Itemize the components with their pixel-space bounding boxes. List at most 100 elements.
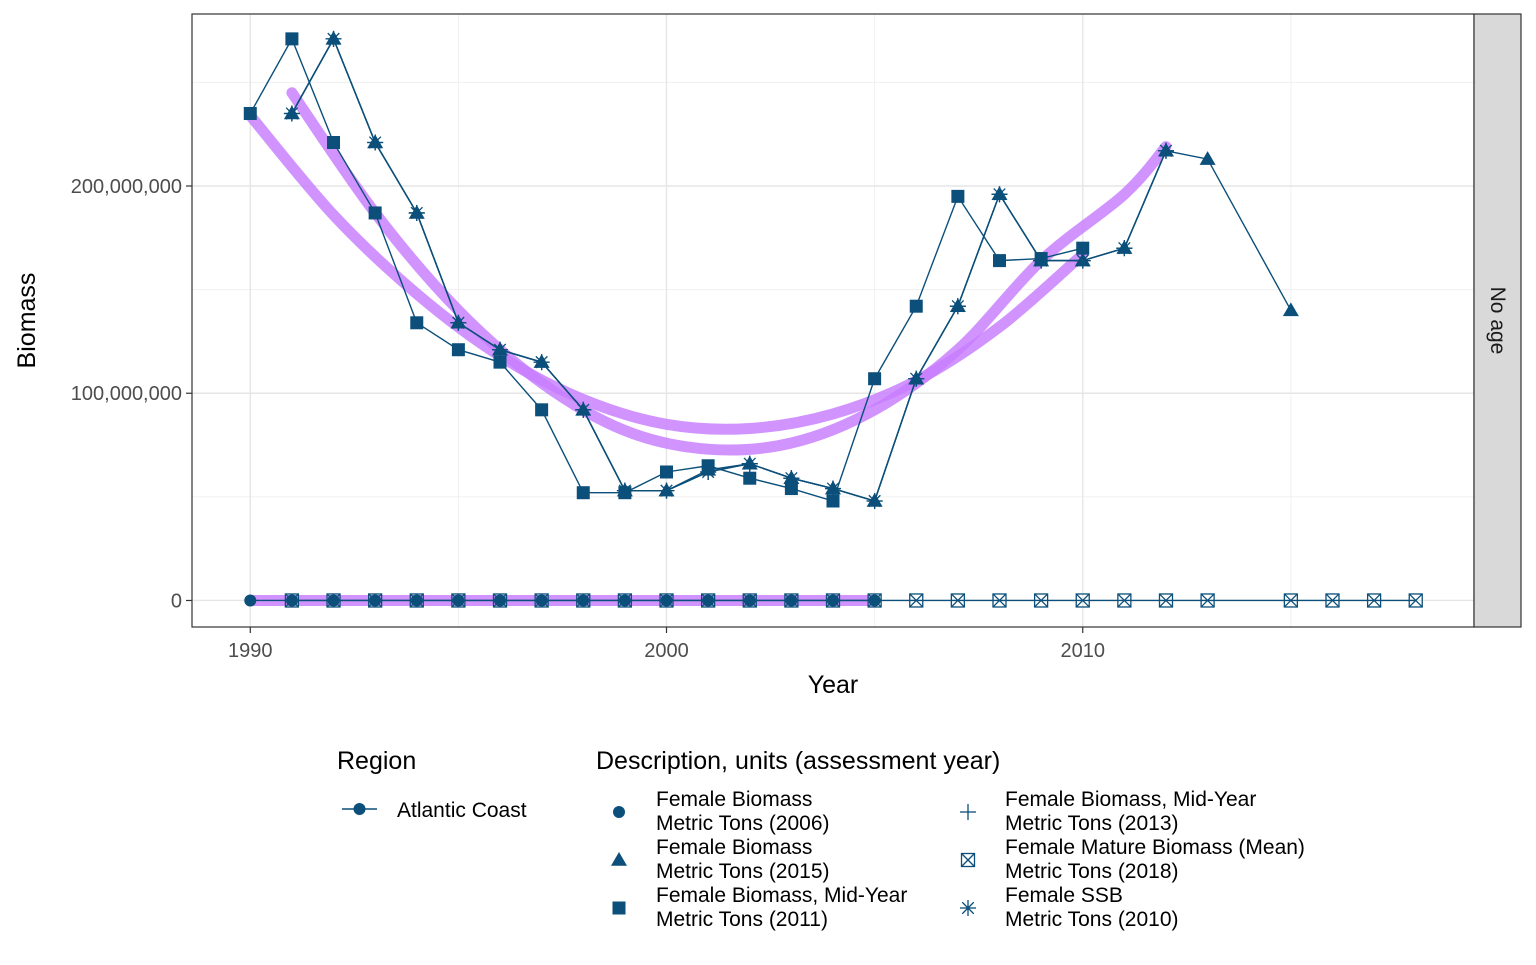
- square-shape: [743, 471, 757, 485]
- box-shape: [909, 593, 924, 608]
- data-point-boxcross: [576, 593, 591, 608]
- data-point-asterisk: [866, 493, 883, 510]
- data-point-square: [743, 471, 757, 485]
- data-point-asterisk: [700, 463, 717, 480]
- data-point-asterisk: [408, 204, 425, 221]
- box-shape: [409, 593, 424, 608]
- box-shape: [950, 593, 966, 608]
- box-shape: [367, 593, 383, 608]
- box-shape: [492, 593, 508, 608]
- legend-region-label: Atlantic Coast: [397, 799, 527, 822]
- data-point-square: [327, 135, 341, 149]
- cross-stroke: [1283, 593, 1298, 608]
- asterisk-stroke: [493, 343, 507, 356]
- box-shape: [992, 593, 1007, 608]
- data-point-square: [451, 343, 465, 357]
- data-point-boxcross: [451, 593, 466, 608]
- legend-key-plus: [960, 804, 976, 820]
- data-point-asterisk: [949, 298, 966, 315]
- triangle-shape: [1199, 151, 1216, 165]
- data-point-asterisk: [1033, 252, 1050, 269]
- data-point-boxcross: [409, 593, 424, 608]
- asterisk-stroke: [826, 482, 840, 495]
- cross-stroke: [1200, 593, 1215, 608]
- cross-stroke: [1367, 593, 1382, 608]
- data-point-boxcross: [867, 593, 882, 608]
- data-point-asterisk: [1074, 252, 1091, 269]
- box-shape: [1325, 593, 1340, 608]
- legend-key-circle: [353, 803, 366, 815]
- legend-region: Region Atlantic Coast: [337, 747, 527, 822]
- box-shape: [784, 593, 799, 608]
- cross-stroke: [409, 593, 424, 608]
- data-point-square: [368, 206, 382, 220]
- cross-stroke: [961, 853, 975, 867]
- data-point-square: [493, 355, 507, 369]
- data-point-boxcross: [284, 593, 300, 608]
- data-point-asterisk: [533, 354, 550, 371]
- x-axis-title: Year: [808, 671, 859, 699]
- data-point-boxcross: [700, 593, 716, 608]
- box-shape: [451, 593, 466, 608]
- y-axis-title: Biomass: [13, 273, 41, 369]
- asterisk-stroke: [951, 299, 965, 313]
- square-shape: [285, 32, 299, 46]
- data-point-boxcross: [1325, 593, 1340, 608]
- square-shape: [327, 135, 341, 149]
- asterisk-stroke: [1034, 254, 1048, 267]
- cross-stroke: [1159, 593, 1173, 608]
- cross-stroke: [992, 593, 1007, 608]
- cross-stroke: [284, 593, 299, 608]
- legend-description: Description, units (assessment year) Fem…: [596, 747, 1305, 931]
- asterisk-stroke: [535, 355, 548, 369]
- box-shape: [1200, 593, 1215, 608]
- data-point-asterisk: [825, 480, 841, 497]
- data-point-boxcross: [950, 593, 966, 608]
- axes: 1990 2000 2010 0 100,000,000 200,000,000: [71, 176, 1105, 662]
- asterisk-stroke: [285, 107, 299, 120]
- data-point-boxcross: [909, 593, 924, 608]
- legend-description-line1: Female Biomass, Mid-Year: [1005, 788, 1256, 811]
- asterisk-stroke: [1076, 254, 1089, 267]
- legend-key-boxcross: [960, 852, 976, 868]
- data-point-asterisk: [1116, 240, 1133, 257]
- legend-description-line2: Metric Tons (2013): [1005, 812, 1179, 835]
- data-point-asterisk: [283, 105, 300, 122]
- x-tick-label: 1990: [228, 640, 273, 662]
- data-point-asterisk: [325, 30, 342, 47]
- data-point-boxcross: [617, 593, 633, 608]
- square-shape: [576, 486, 590, 500]
- x-tick-label: 2010: [1060, 640, 1105, 662]
- data-point-boxcross: [1408, 593, 1423, 608]
- facet-label: No age: [1486, 287, 1509, 355]
- legend-description-line1: Female Mature Biomass (Mean): [1005, 836, 1305, 859]
- box-shape: [1283, 593, 1299, 608]
- facet-strip-box: [1473, 13, 1522, 628]
- legend-key-triangle: [611, 852, 627, 866]
- legend-description-title: Description, units (assessment year): [596, 747, 1000, 775]
- cross-stroke: [659, 593, 674, 608]
- data-point-asterisk: [1157, 142, 1174, 159]
- square-shape: [909, 299, 923, 313]
- asterisk-stroke: [1118, 241, 1131, 255]
- data-point-square: [660, 465, 674, 479]
- legend-description-line1: Female SSB: [1005, 884, 1123, 907]
- data-point-boxcross: [534, 593, 549, 608]
- cross-stroke: [368, 593, 383, 608]
- box-shape: [960, 852, 976, 868]
- data-point-square: [285, 32, 299, 46]
- legend-description-line1: Female Biomass: [656, 836, 812, 859]
- legend-key-region: [342, 803, 377, 815]
- data-point-boxcross: [784, 593, 799, 608]
- x-tick-label: 2000: [644, 640, 689, 662]
- data-point-square: [576, 486, 590, 500]
- cross-stroke: [576, 593, 591, 608]
- data-point-triangle: [1282, 302, 1299, 317]
- cross-stroke: [826, 593, 840, 608]
- legend-region-title: Region: [337, 747, 416, 775]
- legend-description-line2: Metric Tons (2011): [656, 908, 828, 931]
- box-shape: [1408, 593, 1423, 608]
- asterisk-stroke: [910, 372, 923, 385]
- data-point-square: [784, 482, 798, 496]
- cross-stroke: [1075, 593, 1090, 608]
